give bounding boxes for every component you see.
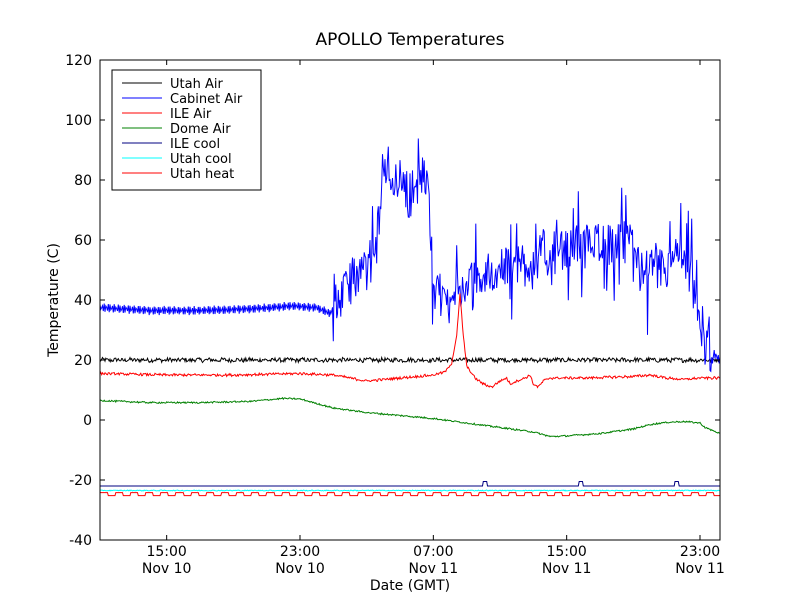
x-tick-label-date: Nov 10 <box>275 561 325 577</box>
series-line-ile-cool <box>100 481 720 487</box>
legend-box <box>111 69 262 191</box>
series-line-dome-air <box>100 396 720 438</box>
y-tick-label: 20 <box>74 353 92 369</box>
x-tick-label-time: 15:00 <box>146 544 186 560</box>
y-tick-label: 100 <box>65 113 92 129</box>
series-line-utah-cool <box>100 489 720 492</box>
series-layer <box>100 138 720 497</box>
x-tick-label-time: 23:00 <box>680 544 720 560</box>
y-axis: -40 -20 0 20 40 60 80 100 120 <box>65 53 720 549</box>
y-tick-label: 60 <box>74 233 92 249</box>
series-line-utah-air <box>100 355 720 365</box>
legend-label-ile-cool: ILE cool <box>170 137 220 152</box>
y-axis-label: Temperature (C) <box>46 243 62 358</box>
legend-label-utah-cool: Utah cool <box>170 152 232 167</box>
series-line-cabinet-air <box>100 138 720 373</box>
chart-title: APOLLO Temperatures <box>316 30 505 50</box>
y-tick-label: 80 <box>74 173 92 189</box>
x-tick-label-date: Nov 11 <box>675 561 725 577</box>
x-tick-label-time: 23:00 <box>280 544 320 560</box>
y-tick-label: -40 <box>69 533 92 549</box>
legend-label-utah-heat: Utah heat <box>170 167 234 182</box>
y-tick-label: -20 <box>69 473 92 489</box>
x-tick-label-date: Nov 11 <box>542 561 592 577</box>
x-tick-label-time: 07:00 <box>413 544 453 560</box>
x-axis-label: Date (GMT) <box>370 578 450 594</box>
y-tick-label: 0 <box>83 413 92 429</box>
series-line-ile-air <box>100 293 720 389</box>
y-tick-label: 120 <box>65 53 92 69</box>
legend-label-utah-air: Utah Air <box>170 77 223 92</box>
legend-label-ile-air: ILE Air <box>170 107 212 122</box>
legend-label-cabinet-air: Cabinet Air <box>170 92 243 107</box>
x-tick-label-date: Nov 10 <box>142 561 192 577</box>
x-tick-label-time: 15:00 <box>546 544 586 560</box>
series-line-utah-heat <box>100 492 720 497</box>
y-tick-label: 40 <box>74 293 92 309</box>
x-tick-label-date: Nov 11 <box>409 561 459 577</box>
legend-label-dome-air: Dome Air <box>170 122 231 137</box>
